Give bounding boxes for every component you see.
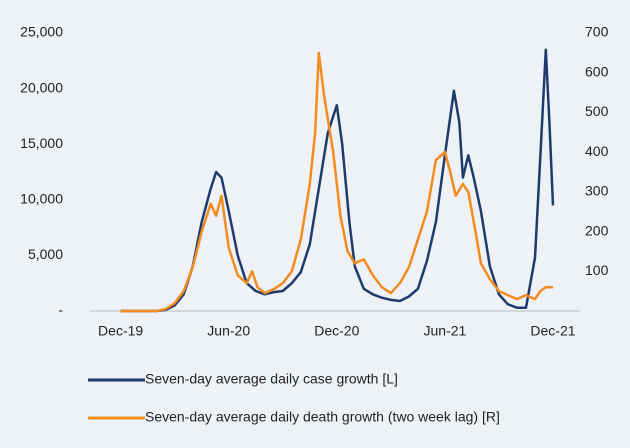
series-line <box>120 51 553 313</box>
x-tick-label: Jun-20 <box>207 323 250 339</box>
x-tick-label: Jun-21 <box>423 323 466 339</box>
x-tick-label: Dec-21 <box>530 323 575 339</box>
y2-tick-label: 200 <box>585 222 609 238</box>
legend-label: Seven-day average daily case growth [L] <box>145 371 398 387</box>
series-line <box>120 48 555 313</box>
y-tick-label: - <box>58 302 63 318</box>
y2-tick-label: 100 <box>585 262 609 278</box>
y2-tick-label: 700 <box>585 24 609 40</box>
legend-label: Seven-day average daily death growth (tw… <box>145 409 500 425</box>
y-tick-label: 10,000 <box>20 191 63 207</box>
y-tick-label: 5,000 <box>28 246 63 262</box>
y2-tick-label: 300 <box>585 183 609 199</box>
x-tick-label: Dec-20 <box>314 323 359 339</box>
y-tick-label: 25,000 <box>20 24 63 40</box>
x-tick-label: Dec-19 <box>98 323 143 339</box>
y2-tick-label: 500 <box>585 103 609 119</box>
y-tick-label: 15,000 <box>20 135 63 151</box>
y2-tick-label: 600 <box>585 63 609 79</box>
y2-tick-label: 400 <box>585 143 609 159</box>
y-tick-label: 20,000 <box>20 79 63 95</box>
